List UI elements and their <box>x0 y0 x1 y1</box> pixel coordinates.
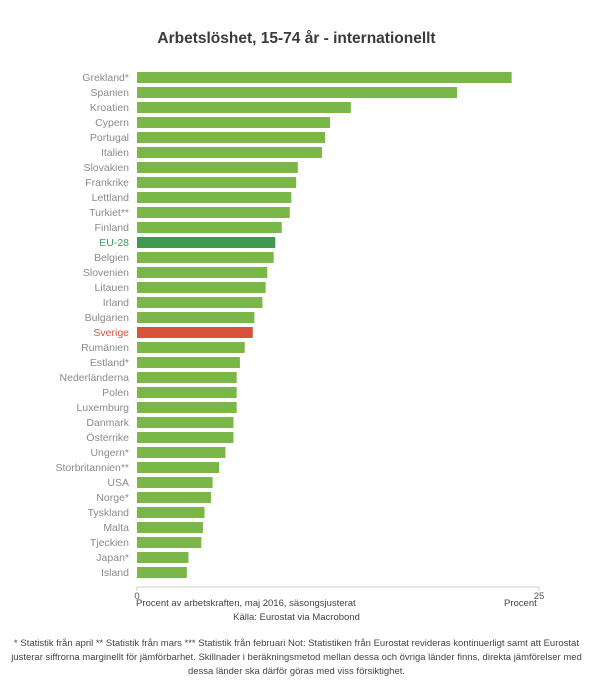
bar-luxemburg <box>137 402 237 413</box>
x-axis-label: Procent av arbetskraften, maj 2016, säso… <box>136 598 356 609</box>
category-label-polen: Polen <box>102 387 129 399</box>
bar-chart: Grekland* Spanien Kroatien Cypern Portugal It… <box>55 72 545 600</box>
bar-japan <box>137 552 189 563</box>
x-tick-label-25: 25 <box>534 591 545 600</box>
category-label-lettland: Lettland <box>92 192 130 204</box>
category-label-turkiet: Turkiet** <box>89 207 129 219</box>
category-label-portugal: Portugal <box>90 132 129 144</box>
bar-litauen <box>137 282 266 293</box>
bar-bulgarien <box>137 312 255 323</box>
category-label-japan: Japan* <box>96 552 129 564</box>
category-label-finland: Finland <box>95 222 130 234</box>
category-label-irland: Irland <box>103 297 129 309</box>
bar-sverige <box>137 327 253 338</box>
category-label-belgien: Belgien <box>94 252 129 264</box>
category-label-tyskland: Tyskland <box>88 507 130 519</box>
category-label-island: Island <box>101 567 129 579</box>
bar-ungern <box>137 447 226 458</box>
category-label-usa: USA <box>107 477 129 489</box>
category-label-malta: Malta <box>103 522 129 534</box>
bar-danmark <box>137 417 234 428</box>
category-label-kroatien: Kroatien <box>90 102 129 114</box>
category-label-danmark: Danmark <box>86 417 129 429</box>
category-label-tjeckien: Tjeckien <box>90 537 129 549</box>
bar-estland <box>137 357 240 368</box>
bar-kroatien <box>137 102 351 113</box>
category-label-sverige: Sverige <box>93 327 129 339</box>
bar-spanien <box>137 87 457 98</box>
bar-tjeckien <box>137 537 202 548</box>
footnote: * Statistik från april ** Statistik från… <box>11 638 582 677</box>
chart-title: Arbetslöshet, 15-74 år - internationellt <box>157 30 436 47</box>
bar-rumänien <box>137 342 245 353</box>
category-label-slovakien: Slovakien <box>83 162 129 174</box>
category-label-slovenien: Slovenien <box>83 267 129 279</box>
category-label-storbritannien: Storbritannien** <box>55 462 129 474</box>
category-label-italien: Italien <box>101 147 129 159</box>
bar-norge <box>137 492 211 503</box>
x-axis-unit: Procent <box>504 598 537 609</box>
category-label-spanien: Spanien <box>90 87 129 99</box>
bar-portugal <box>137 132 326 143</box>
bar-grekland <box>137 72 512 83</box>
category-label-rumänien: Rumänien <box>81 342 129 354</box>
bar-belgien <box>137 252 274 263</box>
bar-eu-28 <box>137 237 276 248</box>
category-label-ungern: Ungern* <box>90 447 129 459</box>
category-label-eu-28: EU-28 <box>99 237 129 249</box>
bar-polen <box>137 387 237 398</box>
bar-österrike <box>137 432 234 443</box>
bar-frankrike <box>137 177 297 188</box>
bar-italien <box>137 147 322 158</box>
category-label-litauen: Litauen <box>95 282 130 294</box>
bar-turkiet <box>137 207 290 218</box>
category-label-norge: Norge* <box>96 492 129 504</box>
category-label-luxemburg: Luxemburg <box>76 402 129 414</box>
bar-tyskland <box>137 507 205 518</box>
category-label-estland: Estland* <box>90 357 129 369</box>
x-tick-label-0: 0 <box>134 591 139 600</box>
category-label-grekland: Grekland* <box>82 72 129 84</box>
bar-finland <box>137 222 282 233</box>
bar-cypern <box>137 117 330 128</box>
category-label-bulgarien: Bulgarien <box>85 312 130 324</box>
category-label-frankrike: Frankrike <box>85 177 129 189</box>
bar-lettland <box>137 192 292 203</box>
bar-usa <box>137 477 213 488</box>
bar-irland <box>137 297 263 308</box>
category-label-cypern: Cypern <box>95 117 129 129</box>
bar-storbritannien <box>137 462 220 473</box>
bar-malta <box>137 522 203 533</box>
bar-nederländerna <box>137 372 237 383</box>
bar-slovakien <box>137 162 298 173</box>
bar-island <box>137 567 187 578</box>
category-label-nederländerna: Nederländerna <box>60 372 130 384</box>
category-label-österrike: Österrike <box>86 432 129 444</box>
source-note: Källa: Eurostat via Macrobond <box>233 612 360 623</box>
bar-slovenien <box>137 267 268 278</box>
